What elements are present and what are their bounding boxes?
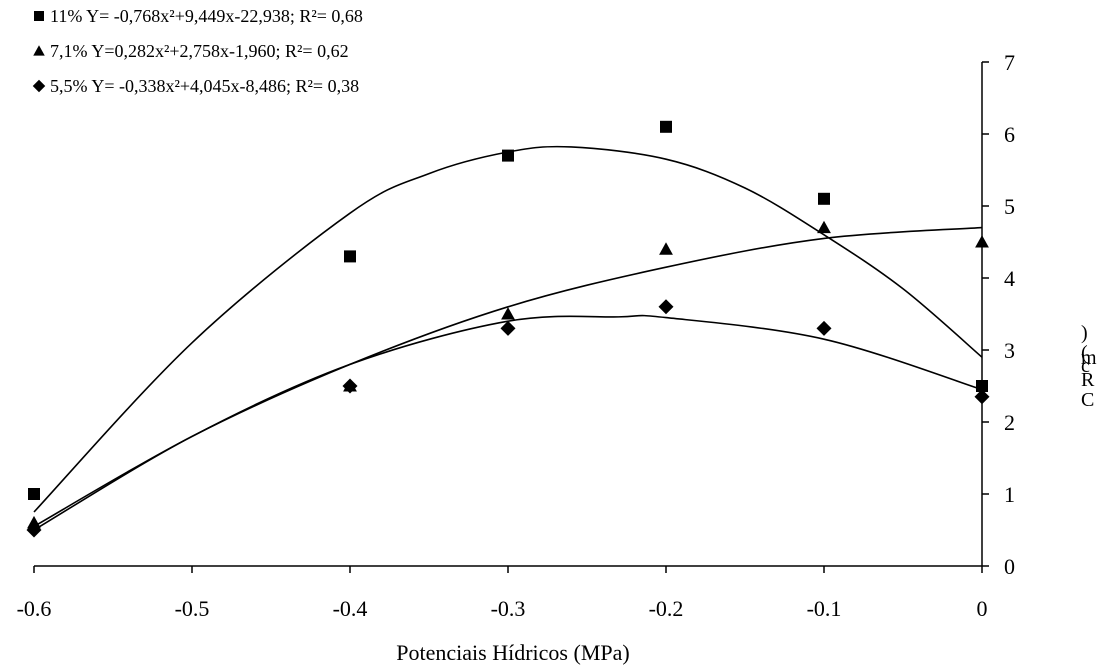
data-point-diamond xyxy=(26,522,42,538)
data-point-square xyxy=(28,488,40,500)
x-tick-label: -0.1 xyxy=(807,596,842,621)
legend-marker-diamond xyxy=(32,79,46,93)
x-tick-label: -0.5 xyxy=(175,596,210,621)
trend-curves xyxy=(33,145,983,531)
x-tick-label: -0.3 xyxy=(491,596,526,621)
x-tick-label: -0.2 xyxy=(649,596,684,621)
data-point-square xyxy=(344,250,356,263)
y-ticks: 0 1 2 3 4 5 6 7 xyxy=(982,50,1015,579)
y-tick-label: 7 xyxy=(1004,50,1015,75)
y-tick-label: 5 xyxy=(1004,194,1015,219)
data-point-square xyxy=(818,192,830,205)
y-tick-label: 0 xyxy=(1004,554,1015,579)
x-tick-label: -0.4 xyxy=(333,596,368,621)
y-axis-label-fragment: m xyxy=(1081,347,1097,369)
legend: 11% Y= -0,768x²+9,449x-22,938; R²= 0,68 7… xyxy=(32,6,363,96)
data-point-triangle xyxy=(27,515,41,529)
x-tick-label: 0 xyxy=(977,596,988,621)
data-point-triangle xyxy=(659,242,673,255)
y-tick-label: 6 xyxy=(1004,122,1015,147)
data-points xyxy=(26,120,990,538)
data-point-diamond xyxy=(974,389,990,405)
y-tick-label: 1 xyxy=(1004,482,1015,507)
trend-curve xyxy=(33,314,983,531)
data-point-square xyxy=(502,149,514,162)
legend-entry: 11% Y= -0,768x²+9,449x-22,938; R²= 0,68 xyxy=(50,6,363,26)
x-ticks: -0.6 -0.5 -0.4 -0.3 -0.2 -0.1 0 xyxy=(17,566,988,621)
legend-entry: 7,1% Y=0,282x²+2,758x-1,960; R²= 0,62 xyxy=(50,41,349,61)
data-point-triangle xyxy=(817,220,831,234)
y-tick-label: 3 xyxy=(1004,338,1015,363)
y-tick-label: 2 xyxy=(1004,410,1015,435)
data-point-diamond xyxy=(500,320,516,336)
x-axis-label: Potenciais Hídricos (MPa) xyxy=(396,640,629,665)
trend-curve xyxy=(33,226,983,528)
trend-curve xyxy=(33,145,983,513)
y-axis-label-fragment: c xyxy=(1081,355,1090,377)
legend-marker-square xyxy=(34,11,44,21)
data-point-diamond xyxy=(658,299,674,315)
legend-entry: 5,5% Y= -0,338x²+4,045x-8,486; R²= 0,38 xyxy=(50,76,359,96)
y-axis-label-fragment: R xyxy=(1081,369,1095,391)
data-point-square xyxy=(976,380,988,392)
y-tick-label: 4 xyxy=(1004,266,1015,291)
y-axis-label: ) mc( RC xyxy=(1081,322,1097,411)
data-point-diamond xyxy=(816,320,832,336)
data-point-diamond xyxy=(342,378,358,394)
x-tick-label: -0.6 xyxy=(17,596,52,621)
data-point-triangle xyxy=(501,307,515,320)
data-point-square xyxy=(660,120,672,133)
data-point-triangle xyxy=(975,235,989,248)
y-axis-label-fragment: ) xyxy=(1081,322,1088,344)
y-axis-label-fragment: ( xyxy=(1081,342,1088,364)
legend-marker-triangle xyxy=(33,45,45,56)
y-axis-label-fragment: C xyxy=(1081,389,1094,411)
